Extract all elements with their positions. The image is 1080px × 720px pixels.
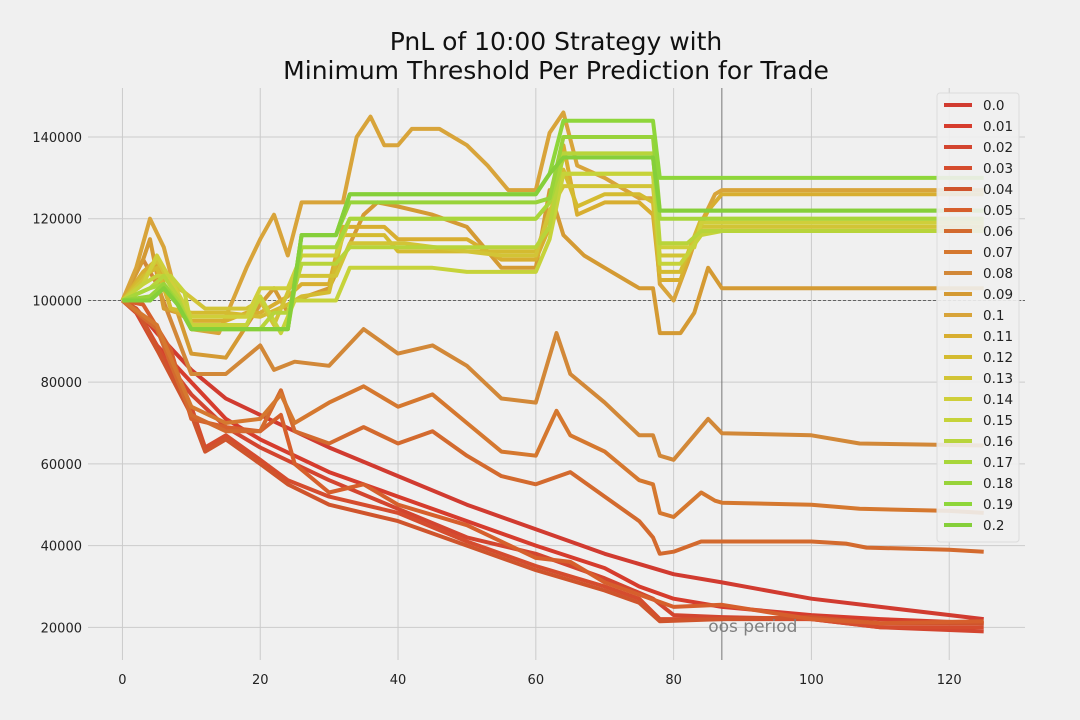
x-tick-label: 60: [528, 673, 545, 688]
legend-label: 0.17: [983, 455, 1013, 471]
chart-title-line-1: PnL of 10:00 Strategy with: [390, 27, 723, 56]
legend-label: 0.19: [983, 497, 1013, 513]
legend-label: 0.2: [983, 518, 1004, 534]
legend-label: 0.09: [983, 287, 1013, 303]
legend: 0.0 0.01 0.02 0.03 0.04 0.05 0.06 0.07 0.08 0.09 0…: [936, 92, 1020, 543]
x-tick-label: 120: [937, 673, 962, 688]
series-lines: [120, 110, 984, 634]
y-tick-label: 60000: [41, 458, 82, 473]
series-line-0-09: [120, 188, 984, 360]
legend-label: 0.03: [983, 161, 1013, 177]
legend-label: 0.15: [983, 413, 1013, 429]
legend-label: 0.08: [983, 266, 1013, 282]
x-tick-label: 20: [252, 673, 269, 688]
tick-labels: 0 20 40 60 80 100 120 20000 40000 60000 80000 10000…: [32, 131, 961, 688]
series-line-0-13: [120, 184, 984, 327]
y-tick-label: 40000: [41, 540, 82, 555]
x-tick-label: 40: [390, 673, 407, 688]
legend-label: 0.0: [983, 98, 1004, 114]
series-line-0-0: [121, 298, 984, 622]
legend-label: 0.05: [983, 203, 1013, 219]
series-line-0-08: [120, 257, 984, 462]
oos-period-annotation: oos period: [708, 617, 797, 637]
legend-box: [936, 92, 1020, 543]
chart-title: PnL of 10:00 Strategy with Minimum Thres…: [283, 27, 829, 85]
legend-label: 0.01: [983, 119, 1013, 135]
legend-label: 0.13: [983, 371, 1013, 387]
series-line-0-12: [120, 167, 984, 319]
legend-label: 0.11: [983, 329, 1013, 345]
legend-label: 0.02: [983, 140, 1013, 156]
legend-label: 0.06: [983, 224, 1013, 240]
y-tick-label: 20000: [41, 621, 82, 636]
legend-label: 0.16: [983, 434, 1013, 450]
series-line-0-2: [122, 155, 984, 332]
x-tick-label: 0: [118, 673, 126, 688]
annotations: oos period: [708, 617, 797, 637]
series-line-0-07: [121, 298, 984, 519]
legend-label: 0.07: [983, 245, 1013, 261]
legend-label: 0.14: [983, 392, 1013, 408]
series-line-0-06: [121, 298, 984, 556]
y-tick-label: 80000: [41, 376, 82, 391]
y-tick-label: 140000: [32, 131, 82, 146]
series-line-0-15: [121, 171, 984, 336]
legend-label: 0.04: [983, 182, 1013, 198]
reference-lines: [88, 88, 1025, 660]
x-tick-label: 100: [799, 673, 824, 688]
chart-title-line-2: Minimum Threshold Per Prediction for Tra…: [283, 56, 829, 85]
y-tick-label: 100000: [32, 294, 82, 309]
legend-label: 0.18: [983, 476, 1013, 492]
y-tick-label: 120000: [32, 213, 82, 228]
series-line-0-05: [122, 298, 984, 626]
legend-label: 0.12: [983, 350, 1013, 366]
legend-label: 0.1: [983, 308, 1004, 324]
x-tick-label: 80: [665, 673, 682, 688]
